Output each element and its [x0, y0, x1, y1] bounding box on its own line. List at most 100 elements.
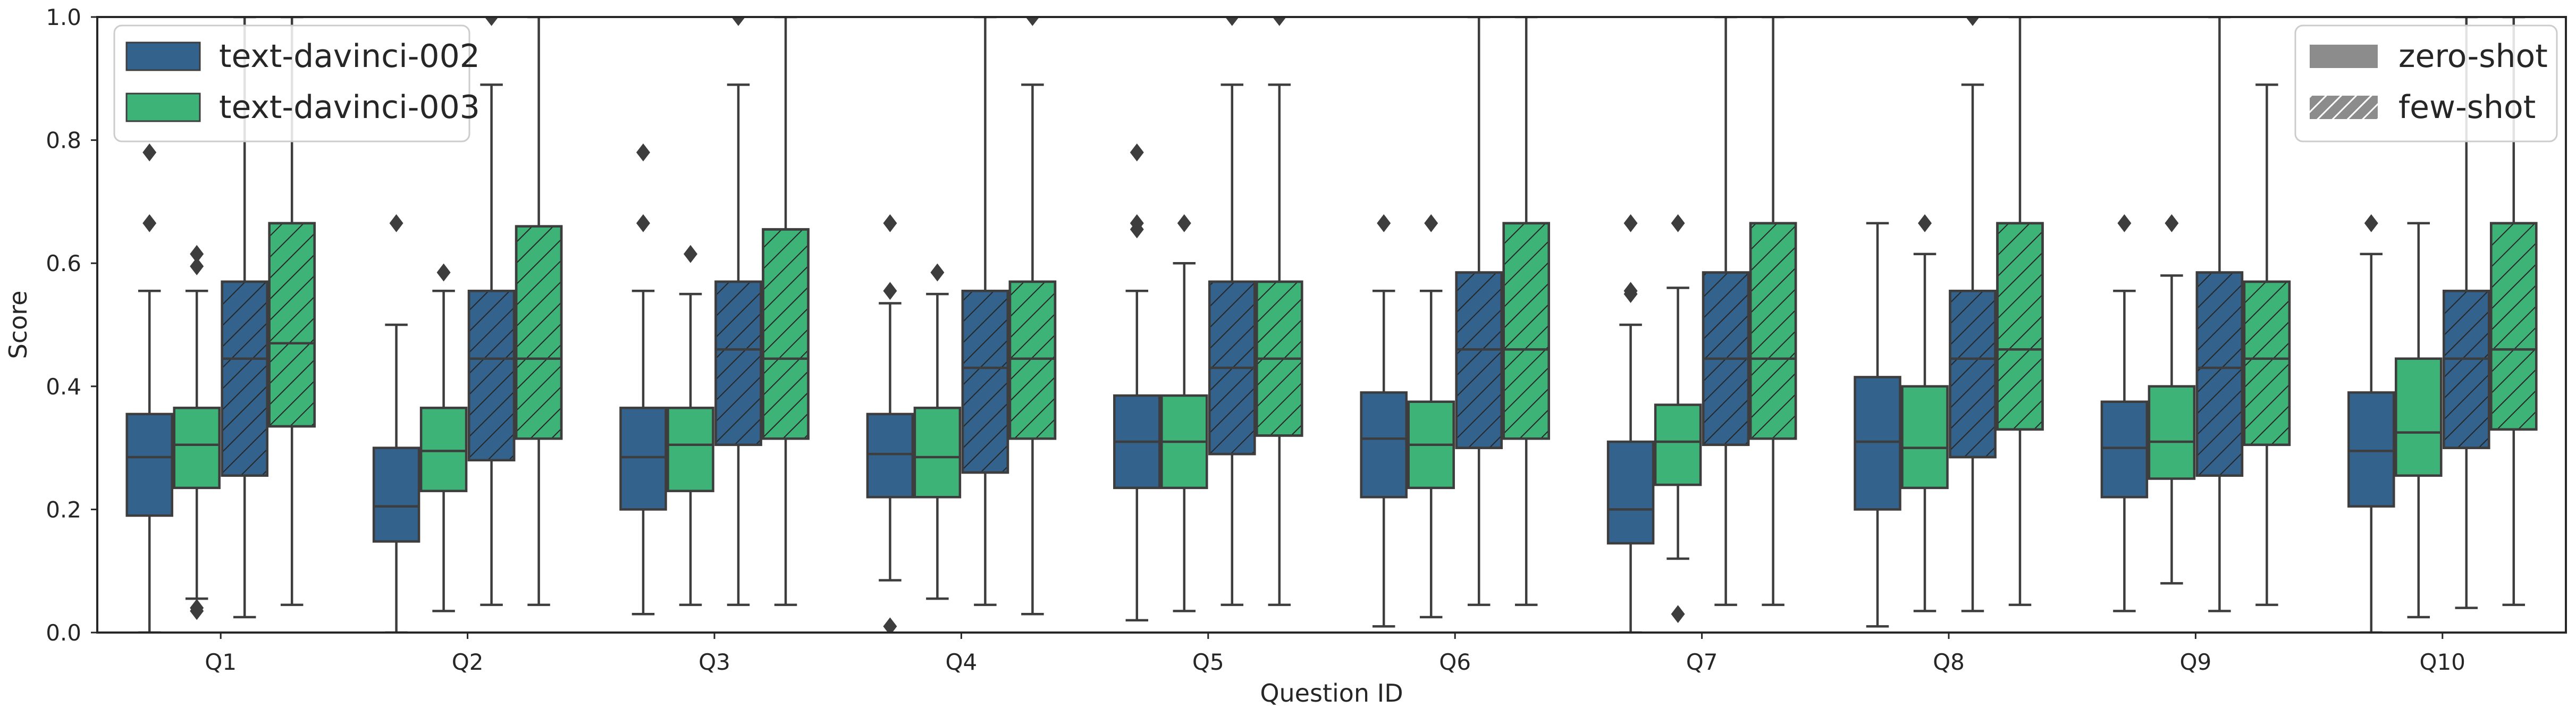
outlier-point: [636, 214, 650, 232]
y-tick-label: 0.4: [46, 374, 81, 400]
x-tick-label: Q6: [1439, 649, 1471, 675]
x-tick-label: Q8: [1933, 649, 1965, 675]
box-Q4-text-davinci-002-few-shot: [961, 17, 1009, 607]
legend-label: zero-shot: [2398, 38, 2548, 75]
box-hatch: [762, 228, 810, 440]
outlier-point: [684, 245, 697, 263]
legend-swatch: [125, 41, 201, 71]
x-tick-label: Q4: [946, 649, 978, 675]
legend-label: text-davinci-003: [219, 89, 480, 126]
box-Q2-text-davinci-003-zero-shot: [419, 263, 468, 612]
box-Q6-text-davinci-002-few-shot: [1455, 17, 1503, 607]
box-Q9-text-davinci-003-few-shot: [2243, 83, 2291, 607]
box-Q7-text-davinci-003-few-shot: [1749, 17, 1797, 607]
outlier-point: [930, 263, 945, 282]
box-Q10-text-davinci-002-zero-shot: [2347, 214, 2395, 633]
box-Q3-text-davinci-003-zero-shot: [667, 245, 714, 607]
x-axis-title: Question ID: [1260, 679, 1403, 707]
box-Q6-text-davinci-003-zero-shot: [1407, 214, 1455, 619]
plot-frame: [96, 16, 2567, 634]
box-Q1-text-davinci-003-zero-shot: [173, 245, 221, 620]
legend-swatch: [2310, 45, 2378, 68]
box-hatch: [1455, 271, 1503, 449]
box-hatch: [1749, 222, 1797, 440]
legend-frame: [113, 24, 470, 142]
x-tick-label: Q10: [2420, 649, 2466, 675]
outlier-point: [190, 257, 204, 275]
box-Q9-text-davinci-002-zero-shot: [2100, 214, 2149, 612]
box-Q4-text-davinci-003-few-shot: [1008, 17, 1057, 616]
box-hatch: [2243, 280, 2291, 447]
x-tick-label: Q1: [205, 649, 237, 675]
box-hatch: [714, 280, 762, 447]
outlier-point: [1177, 214, 1191, 232]
box-Q3-text-davinci-003-few-shot: [762, 17, 810, 607]
outlier-point: [1671, 605, 1685, 624]
outlier-point: [2117, 214, 2132, 232]
box-body: [125, 412, 173, 517]
outlier-point: [190, 602, 204, 620]
outlier-point: [1130, 220, 1144, 239]
box-Q5-text-davinci-003-zero-shot: [1160, 214, 1208, 612]
outlier-point: [1130, 143, 1144, 162]
outlier-point: [1225, 17, 1239, 26]
box-Q6-text-davinci-002-zero-shot: [1360, 214, 1408, 628]
x-tick-label: Q9: [2180, 649, 2212, 675]
box-Q2-text-davinci-002-few-shot: [467, 17, 516, 607]
outlier-point: [190, 245, 204, 263]
outlier-point: [731, 17, 745, 26]
box-hatch: [268, 222, 316, 428]
legend-swatch-hatch: [2310, 96, 2378, 119]
box-body: [1606, 440, 1655, 545]
outlier-point: [484, 17, 499, 26]
box-body: [619, 407, 667, 511]
box-Q5-text-davinci-002-zero-shot: [1113, 143, 1161, 622]
x-tick-label: Q3: [698, 649, 730, 675]
legend-label: text-davinci-002: [219, 38, 480, 75]
y-tick-label: 1.0: [46, 4, 81, 30]
outlier-point: [636, 143, 650, 162]
box-body: [866, 412, 914, 499]
box-Q2-text-davinci-003-few-shot: [515, 17, 563, 607]
axes-layer: 0.0 0.2 0.4 0.6 0.8 1.0 Q1 Q2 Q3 Q4 Q5 Q6 Q7 Q8 Q9 Q10: [46, 4, 2567, 675]
box-hatch: [221, 280, 268, 477]
outlier-point: [1918, 214, 1932, 232]
box-Q1-text-davinci-002-few-shot: [221, 17, 268, 619]
box-hatch: [2490, 222, 2538, 431]
boxes-layer: [125, 17, 2538, 633]
outlier-point: [1966, 17, 1980, 26]
box-Q1-text-davinci-002-zero-shot: [125, 143, 173, 633]
box-Q7-text-davinci-002-few-shot: [1702, 17, 1750, 607]
y-tick-label: 0.2: [46, 496, 81, 523]
legend-models: text-davinci-002 text-davinci-003: [113, 24, 480, 142]
outlier-point: [1623, 214, 1638, 232]
box-body: [1654, 403, 1702, 486]
box-Q5-text-davinci-003-few-shot: [1256, 17, 1303, 607]
outlier-point: [883, 282, 897, 300]
box-Q1-text-davinci-003-few-shot: [268, 17, 316, 607]
box-Q4-text-davinci-002-zero-shot: [866, 214, 914, 633]
box-Q7-text-davinci-003-zero-shot: [1654, 214, 1702, 624]
outlier-point: [436, 263, 451, 282]
box-body: [913, 407, 962, 499]
box-body: [419, 407, 468, 492]
box-Q8-text-davinci-003-few-shot: [1996, 17, 2044, 607]
box-Q10-text-davinci-003-zero-shot: [2395, 222, 2443, 619]
box-body: [1901, 385, 1949, 490]
box-body: [2395, 357, 2443, 477]
box-Q9-text-davinci-002-few-shot: [2195, 17, 2244, 612]
outlier-point: [1424, 214, 1438, 232]
box-Q3-text-davinci-002-few-shot: [714, 17, 762, 607]
box-body: [2100, 400, 2149, 499]
y-axis-title: Score: [4, 291, 32, 359]
box-body: [372, 447, 420, 543]
box-hatch: [515, 225, 563, 440]
box-Q7-text-davinci-002-zero-shot: [1606, 214, 1655, 633]
box-Q10-text-davinci-002-few-shot: [2443, 17, 2490, 609]
box-Q6-text-davinci-003-few-shot: [1502, 17, 1550, 607]
outlier-point: [1377, 214, 1391, 232]
y-tick-label: 0.8: [46, 128, 81, 154]
box-hatch: [1949, 290, 1997, 459]
box-hatch: [1008, 280, 1057, 440]
